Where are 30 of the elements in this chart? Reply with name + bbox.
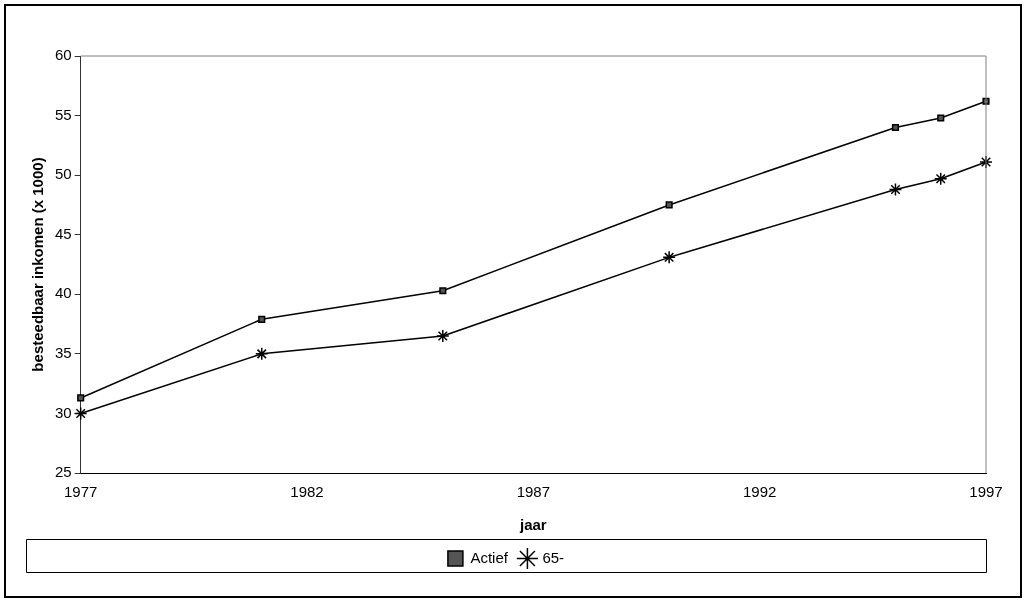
point [258,315,266,323]
x-tick-label: 1992 [742,483,777,501]
point [665,201,673,209]
y-tick-label: 45 [55,224,72,242]
x-tick-label: 1982 [290,483,324,501]
y-axis-title: besteedbaar inkomen (x 1000) [29,157,47,372]
y-tick-label: 55 [55,105,72,123]
point [891,123,900,132]
point [77,394,85,402]
point [439,287,447,295]
y-tick-label: 50 [55,165,72,183]
point [979,155,993,169]
y-tick-label: 35 [55,344,72,361]
x-tick-label: 1977 [64,483,98,501]
legend-label: 65- [542,548,565,566]
x-tick-label: 1987 [516,483,551,501]
x-axis-title: jaar [518,516,547,534]
y-tick-label: 40 [55,284,72,302]
y-tick-label: 25 [55,463,72,481]
point [888,182,903,197]
point [937,114,945,122]
point [73,406,88,421]
point [436,329,450,343]
y-tick-label: 30 [55,403,72,421]
x-tick-label: 1997 [969,483,1003,501]
legend-label: Actief [470,548,509,566]
y-tick-label: 60 [55,46,72,64]
point [933,171,948,186]
point [255,347,269,361]
point [662,250,676,265]
